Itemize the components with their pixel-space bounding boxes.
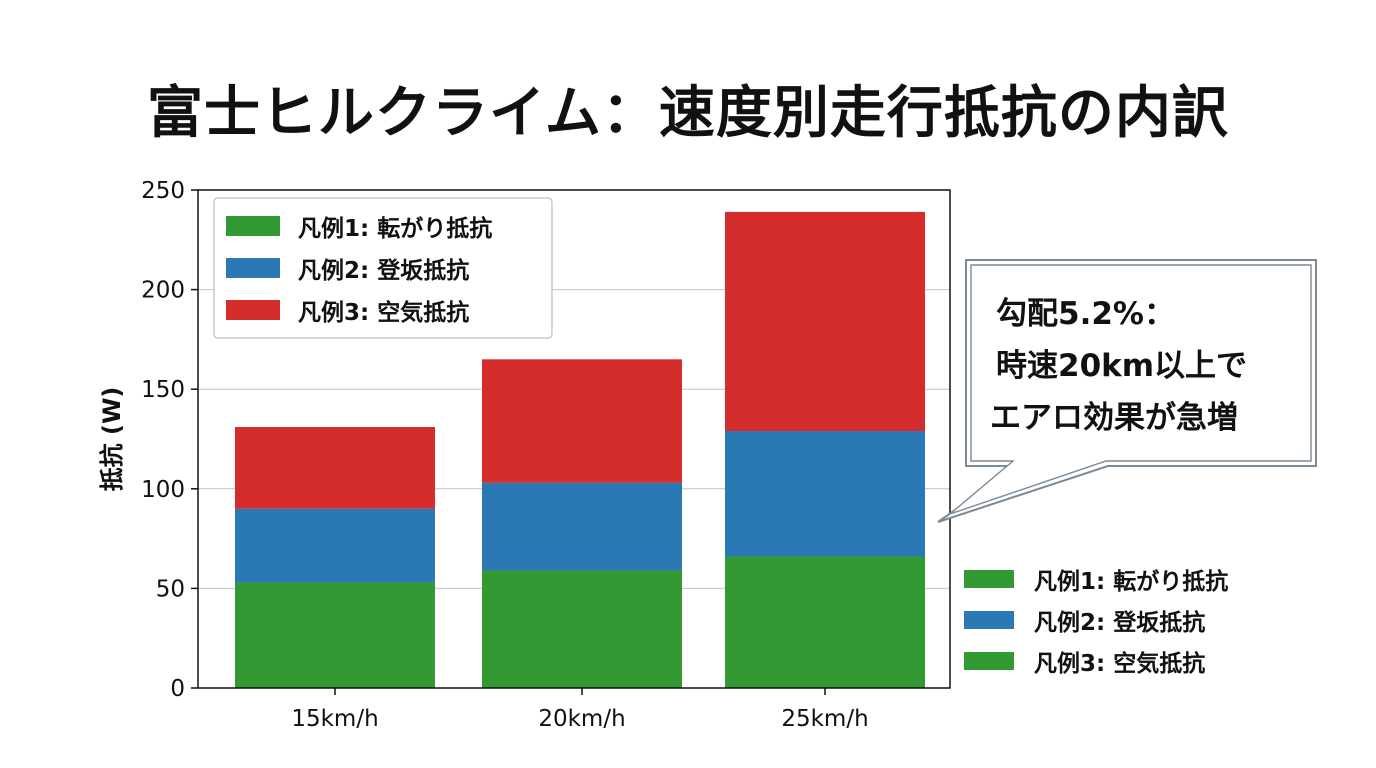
axes: 0 50 100 150 200 250 15km/h 20km/h 25km/h 抵抗 (W) bbox=[98, 178, 951, 732]
x-tick-label: 20km/h bbox=[538, 706, 625, 732]
legend-swatch-3 bbox=[226, 300, 280, 320]
legend-label-3: 凡例3: 空気抵抗 bbox=[298, 299, 469, 326]
plot-frame bbox=[197, 189, 951, 689]
bar-segment-1-15km/h bbox=[235, 582, 435, 688]
secondary-legend-label-1: 凡例1: 転がり抵抗 bbox=[1034, 568, 1228, 595]
y-axis-label: 抵抗 (W) bbox=[98, 387, 126, 492]
chart-title: 富士ヒルクライム：速度別走行抵抗の内訳 bbox=[147, 81, 1229, 146]
bar-segment-1-20km/h bbox=[482, 570, 682, 688]
secondary-legend-swatch-3 bbox=[964, 652, 1014, 670]
annotation-line-2: 時速20km以上で bbox=[996, 348, 1247, 384]
y-tick-label: 250 bbox=[141, 178, 185, 204]
y-tick-label: 50 bbox=[156, 576, 185, 602]
bar-segment-2-25km/h bbox=[725, 431, 925, 557]
secondary-legend-swatch-1 bbox=[964, 570, 1014, 588]
bar-segment-3-20km/h bbox=[482, 359, 682, 483]
legend-swatch-1 bbox=[226, 216, 280, 236]
bar-segment-1-25km/h bbox=[725, 556, 925, 688]
legend-label-2: 凡例2: 登坂抵抗 bbox=[298, 257, 469, 284]
bar-segment-2-20km/h bbox=[482, 482, 682, 571]
bar-segment-2-15km/h bbox=[235, 508, 435, 583]
bar-segment-3-25km/h bbox=[725, 211, 925, 432]
x-tick-label: 15km/h bbox=[291, 706, 378, 732]
y-tick-label: 150 bbox=[141, 377, 185, 403]
bar-segment-3-15km/h bbox=[235, 427, 435, 509]
y-tick-label: 100 bbox=[141, 477, 185, 503]
secondary-legend-label-2: 凡例2: 登坂抵抗 bbox=[1034, 609, 1205, 636]
bars bbox=[235, 211, 925, 688]
y-tick-label: 200 bbox=[141, 278, 185, 304]
annotation-line-3: エアロ効果が急増 bbox=[990, 400, 1238, 436]
legend-swatch-2 bbox=[226, 258, 280, 278]
callout-border-inner bbox=[949, 264, 1312, 515]
secondary-legend-label-3: 凡例3: 空気抵抗 bbox=[1034, 650, 1205, 677]
annotation-line-1: 勾配5.2%： bbox=[996, 296, 1175, 332]
secondary-legend-swatch-2 bbox=[964, 611, 1014, 629]
x-tick-label: 25km/h bbox=[781, 706, 868, 732]
y-tick-label: 0 bbox=[170, 676, 185, 702]
legend-label-1: 凡例1: 転がり抵抗 bbox=[298, 215, 492, 242]
legend-box bbox=[213, 197, 553, 339]
